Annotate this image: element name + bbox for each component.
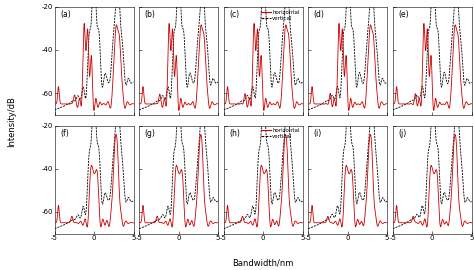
Legend: horizontal, vertical: horizontal, vertical <box>258 126 302 142</box>
Text: (h): (h) <box>229 129 240 138</box>
Text: (e): (e) <box>398 10 409 19</box>
Legend: horizontal, vertical: horizontal, vertical <box>258 7 302 23</box>
Text: (b): (b) <box>145 10 155 19</box>
Text: Bandwidth/nm: Bandwidth/nm <box>232 258 294 267</box>
Text: (i): (i) <box>314 129 322 138</box>
Text: Intensity/dB: Intensity/dB <box>8 96 16 147</box>
Text: (f): (f) <box>60 129 69 138</box>
Text: (d): (d) <box>314 10 325 19</box>
Text: (j): (j) <box>398 129 406 138</box>
Text: (g): (g) <box>145 129 155 138</box>
Text: (c): (c) <box>229 10 239 19</box>
Text: (a): (a) <box>60 10 71 19</box>
